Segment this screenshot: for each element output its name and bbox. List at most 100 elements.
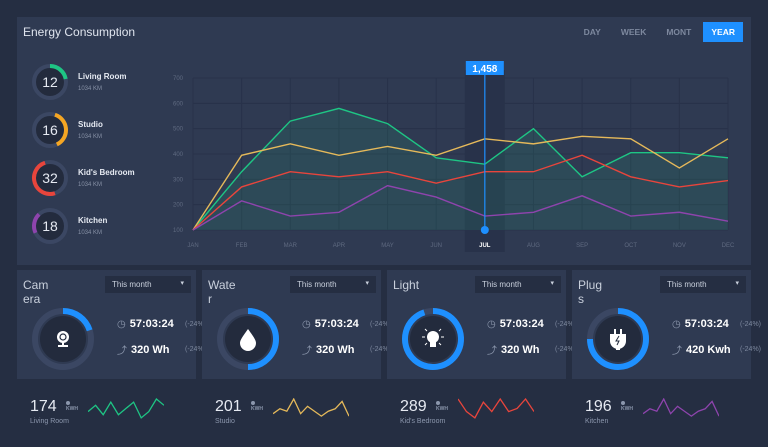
tab-month[interactable]: MONT xyxy=(666,27,692,37)
x-tick-label: FEB xyxy=(236,243,248,249)
x-tick-label: JUN xyxy=(430,243,442,249)
energy-change: (-24%) xyxy=(370,346,392,353)
usage-time-change: (-24%) xyxy=(185,320,207,328)
room-gauge-item: 32 Kid's Bedroom 1034 KM xyxy=(31,159,135,197)
x-tick-label: OCT xyxy=(624,243,637,249)
sparkline-path xyxy=(458,398,534,419)
period-select-value: This month xyxy=(297,280,337,289)
room-summary-unit: KWH xyxy=(621,401,633,412)
room-distance: 1034 KM xyxy=(78,182,103,188)
room-summary-value: 289 xyxy=(400,398,427,415)
usage-time: 57:03:24 xyxy=(499,318,544,330)
room-summary: 201 KWH Studio xyxy=(215,398,349,425)
sparkline-path xyxy=(273,398,349,417)
x-tick-label: JAN xyxy=(187,243,198,249)
device-gauge xyxy=(587,308,649,370)
room-name: Kitchen xyxy=(78,216,108,225)
room-summary-value: 196 xyxy=(585,398,612,415)
page-title: Energy Consumption xyxy=(23,25,136,39)
period-select[interactable]: This month ▾ xyxy=(290,276,376,293)
usage-time: 57:03:24 xyxy=(314,318,359,330)
highlight-marker-dot xyxy=(480,226,489,234)
room-gauge: 18 xyxy=(32,208,68,244)
usage-time: 57:03:24 xyxy=(684,318,729,330)
series-line-0 xyxy=(192,107,729,231)
period-tabs: DAY WEEK MONT YEAR xyxy=(576,22,743,42)
tab-year[interactable]: YEAR xyxy=(703,22,743,42)
trend-icon: ⤴ xyxy=(117,346,127,357)
trend-icon: ⤴ xyxy=(672,346,682,357)
device-card-lightbulb: Light This month ▾ ◷ 57:03:24 (-24%) ⤴ 320 W… xyxy=(387,270,576,379)
room-name: Studio xyxy=(78,120,103,129)
y-tick-label: 400 xyxy=(173,152,184,158)
period-select[interactable]: This month ▾ xyxy=(105,276,191,293)
period-select-value: This month xyxy=(667,280,707,289)
trend-icon: ⤴ xyxy=(487,346,497,357)
y-tick-label: 500 xyxy=(173,127,184,133)
room-gauge-item: 16 Studio 1034 KM xyxy=(31,111,103,149)
room-summary-value: 201 xyxy=(215,398,242,415)
usage-time-change: (-24%) xyxy=(555,320,577,328)
card-title: Water xyxy=(208,278,236,306)
clock-icon: ◷ xyxy=(487,318,496,330)
y-tick-label: 300 xyxy=(173,177,184,183)
room-summary-name: Kid's Bedroom xyxy=(400,418,446,425)
room-summary: 174 KWH Living Room xyxy=(30,398,164,425)
device-card-webcam: Camera This month ▾ ◷ 57:03:24 (-24%) ⤴ 320 … xyxy=(17,270,206,379)
x-tick-label: SEP xyxy=(576,243,588,249)
room-summary: 289 KWH Kid's Bedroom xyxy=(400,398,534,425)
room-gauge-value: 18 xyxy=(42,218,58,234)
room-gauge-item: 18 Kitchen 1034 KM xyxy=(31,207,107,245)
device-gauge xyxy=(217,308,279,370)
tab-week[interactable]: WEEK xyxy=(620,27,647,37)
sparkline-path xyxy=(643,398,719,417)
x-tick-label: DEC xyxy=(722,243,735,249)
room-name: Living Room xyxy=(78,72,127,81)
sparkline-path xyxy=(88,398,164,419)
x-tick-label: MAR xyxy=(284,243,298,249)
room-summary-value: 174 xyxy=(30,398,57,415)
device-card-water-drop: Water This month ▾ ◷ 57:03:24 (-24%) ⤴ 320 W… xyxy=(202,270,391,379)
plug-icon xyxy=(610,329,626,350)
room-distance: 1034 KM xyxy=(78,134,103,140)
room-distance: 1034 KM xyxy=(78,86,103,92)
room-gauge: 12 xyxy=(32,64,68,100)
period-select-value: This month xyxy=(112,280,152,289)
energy-value: 420 Kwh xyxy=(686,343,731,356)
energy-change: (-24%) xyxy=(740,346,762,353)
energy-consumption-panel: Energy Consumption DAY WEEK MONT YEAR 12… xyxy=(17,17,751,265)
series-line-2 xyxy=(192,154,729,231)
room-gauge-value: 16 xyxy=(42,122,58,138)
sparkline xyxy=(643,398,719,417)
room-gauge: 32 xyxy=(32,160,68,196)
series-line-3 xyxy=(192,184,729,231)
energy-value: 320 Wh xyxy=(131,343,170,356)
x-tick-label: AUG xyxy=(527,243,540,249)
device-gauge xyxy=(32,308,94,370)
room-summary-unit: KWH xyxy=(66,401,78,412)
tab-day[interactable]: DAY xyxy=(583,27,601,37)
y-tick-label: 700 xyxy=(173,76,184,82)
series-area xyxy=(193,108,728,230)
room-gauge-item: 12 Living Room 1034 KM xyxy=(31,63,126,101)
device-card-plug: Plugs This month ▾ ◷ 57:03:24 (-24%) ⤴ 420 K… xyxy=(572,270,761,379)
chevron-down-icon: ▾ xyxy=(365,280,369,287)
energy-value: 320 Wh xyxy=(316,343,355,356)
card-title: Camera xyxy=(23,278,49,306)
highlight-tooltip xyxy=(465,61,504,75)
water-drop-icon xyxy=(240,329,256,351)
room-summary-name: Kitchen xyxy=(585,418,609,425)
card-title: Plugs xyxy=(578,278,603,306)
period-select[interactable]: This month ▾ xyxy=(660,276,746,293)
device-gauge xyxy=(402,308,464,370)
card-title: Light xyxy=(393,278,420,292)
highlight-tooltip-value: 1,458 xyxy=(472,64,497,75)
usage-time-change: (-24%) xyxy=(370,320,392,328)
room-gauge-value: 12 xyxy=(42,74,58,90)
usage-time-change: (-24%) xyxy=(740,320,762,328)
sparkline xyxy=(88,398,164,419)
y-tick-label: 200 xyxy=(173,203,184,209)
period-select[interactable]: This month ▾ xyxy=(475,276,561,293)
x-tick-label: MAY xyxy=(381,243,394,249)
chevron-down-icon: ▾ xyxy=(180,280,184,287)
